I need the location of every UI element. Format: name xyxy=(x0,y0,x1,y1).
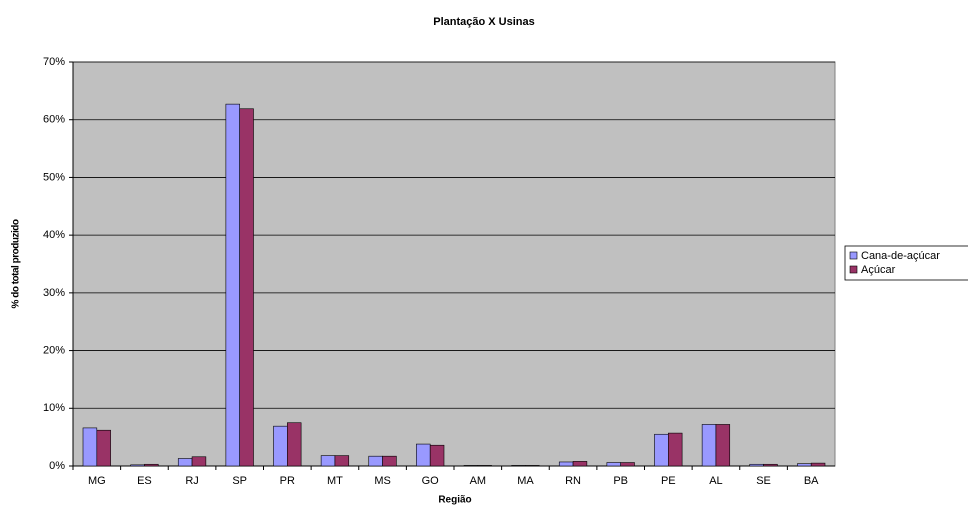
bar xyxy=(287,422,302,467)
bar xyxy=(144,463,159,467)
bar xyxy=(525,465,540,467)
bar xyxy=(273,425,288,467)
bar xyxy=(429,444,445,467)
bar xyxy=(334,455,350,467)
y-tick-label: 50% xyxy=(43,171,65,183)
bar xyxy=(368,455,383,467)
y-tick-label: 40% xyxy=(43,229,65,241)
bar xyxy=(810,462,826,467)
plot-area xyxy=(72,61,836,467)
y-tick-label: 70% xyxy=(43,56,65,68)
x-tick-label: AL xyxy=(709,475,722,487)
bar xyxy=(620,462,635,467)
bar xyxy=(96,429,111,467)
y-tick-label: 10% xyxy=(43,402,65,414)
x-tick-label: MS xyxy=(374,475,391,487)
y-axis-label: % do total produzido xyxy=(11,219,22,308)
x-tick-label: AM xyxy=(470,475,487,487)
x-tick-label: PB xyxy=(613,475,628,487)
legend-swatch xyxy=(849,251,858,260)
bar xyxy=(191,456,207,467)
legend-label: Cana-de-açúcar xyxy=(861,250,940,262)
x-tick-label: PE xyxy=(661,475,676,487)
bar xyxy=(463,465,479,467)
x-tick-label: RN xyxy=(565,475,581,487)
bar xyxy=(239,108,254,467)
bar xyxy=(558,461,574,467)
legend-swatch xyxy=(849,265,858,274)
x-tick-label: MA xyxy=(517,475,534,487)
bar xyxy=(416,443,431,467)
bar xyxy=(130,464,145,467)
y-tick-label: 0% xyxy=(49,460,65,472)
bar xyxy=(668,432,683,467)
bar xyxy=(382,455,397,467)
x-tick-label: RJ xyxy=(185,475,198,487)
bar xyxy=(572,461,588,467)
x-tick-label: GO xyxy=(422,475,440,487)
bar xyxy=(177,458,193,467)
bar xyxy=(477,465,492,467)
y-tick-label: 30% xyxy=(43,287,65,299)
x-tick-label: BA xyxy=(804,475,819,487)
x-tick-label: PR xyxy=(280,475,295,487)
x-tick-label: SE xyxy=(756,475,771,487)
bar xyxy=(701,424,717,467)
legend-box xyxy=(844,245,968,281)
bar xyxy=(225,103,240,467)
bar xyxy=(511,465,526,467)
bar xyxy=(82,427,98,467)
bar xyxy=(763,463,778,467)
y-tick-label: 20% xyxy=(43,344,65,356)
bar xyxy=(715,424,731,467)
bar xyxy=(797,463,812,467)
x-tick-label: MG xyxy=(88,475,106,487)
x-tick-label: ES xyxy=(137,475,152,487)
bar xyxy=(606,462,621,467)
legend-label: Açúcar xyxy=(861,264,896,276)
chart-title: Plantação X Usinas xyxy=(433,16,535,28)
bar xyxy=(654,433,669,467)
x-tick-label: MT xyxy=(327,475,343,487)
y-tick-label: 60% xyxy=(43,114,65,126)
bar xyxy=(749,463,764,467)
x-axis-label: Região xyxy=(438,495,471,506)
bar xyxy=(320,455,336,467)
x-tick-label: SP xyxy=(232,475,247,487)
